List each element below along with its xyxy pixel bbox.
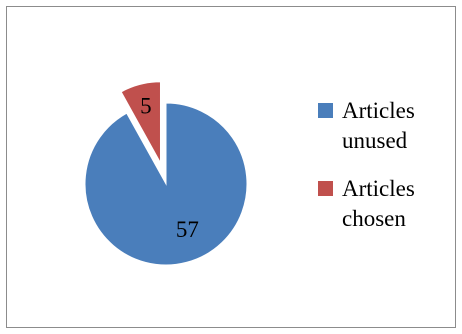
- data-label-chosen: 5: [140, 94, 152, 119]
- pie-slice-unused: [84, 102, 248, 266]
- chart-legend: Articles unused Articles chosen: [318, 96, 448, 252]
- legend-item-chosen: Articles chosen: [318, 174, 448, 234]
- pie-slice-chosen: [120, 81, 161, 165]
- legend-label-unused: Articles unused: [342, 98, 415, 153]
- legend-label-chosen: Articles chosen: [342, 176, 415, 231]
- legend-swatch-unused: [318, 103, 333, 118]
- legend-item-unused: Articles unused: [318, 96, 448, 156]
- data-label-unused: 57: [176, 217, 199, 242]
- legend-swatch-chosen: [318, 181, 333, 196]
